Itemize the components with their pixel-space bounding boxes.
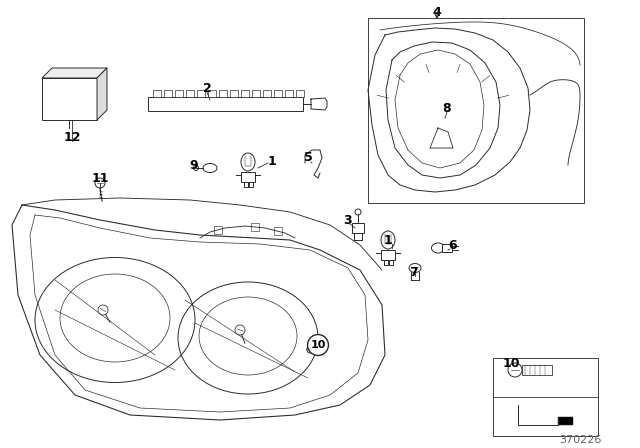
Bar bbox=[197, 90, 205, 97]
Text: 1: 1 bbox=[268, 155, 276, 168]
Bar bbox=[42, 78, 97, 120]
Text: 5: 5 bbox=[303, 151, 312, 164]
Ellipse shape bbox=[381, 231, 395, 249]
Text: 1: 1 bbox=[383, 233, 392, 246]
Bar bbox=[442, 244, 452, 252]
Ellipse shape bbox=[203, 164, 217, 172]
Bar bbox=[522, 365, 552, 375]
Bar bbox=[558, 417, 573, 425]
Text: 6: 6 bbox=[449, 238, 458, 251]
Bar bbox=[241, 90, 249, 97]
Bar bbox=[285, 90, 293, 97]
Bar bbox=[263, 90, 271, 97]
Text: 2: 2 bbox=[203, 82, 211, 95]
Bar bbox=[244, 182, 248, 187]
Bar bbox=[214, 226, 222, 234]
Polygon shape bbox=[42, 68, 107, 78]
Bar bbox=[274, 227, 282, 235]
Bar bbox=[186, 90, 194, 97]
Text: 12: 12 bbox=[63, 130, 81, 143]
Circle shape bbox=[307, 347, 313, 353]
Text: 370226: 370226 bbox=[559, 435, 601, 445]
Text: 8: 8 bbox=[443, 102, 451, 115]
Bar bbox=[274, 90, 282, 97]
Bar bbox=[251, 223, 259, 231]
Bar bbox=[164, 90, 172, 97]
Bar bbox=[352, 223, 364, 233]
Bar bbox=[175, 90, 183, 97]
Text: 4: 4 bbox=[433, 5, 442, 18]
Bar bbox=[208, 90, 216, 97]
Bar bbox=[493, 358, 598, 436]
Text: 11: 11 bbox=[92, 172, 109, 185]
Circle shape bbox=[355, 209, 361, 215]
Ellipse shape bbox=[409, 263, 421, 272]
Text: 3: 3 bbox=[344, 214, 352, 227]
Bar bbox=[230, 90, 238, 97]
Ellipse shape bbox=[241, 153, 255, 171]
Circle shape bbox=[235, 325, 245, 335]
Polygon shape bbox=[368, 28, 530, 192]
Polygon shape bbox=[97, 68, 107, 120]
Text: 10: 10 bbox=[502, 357, 520, 370]
Bar bbox=[148, 97, 303, 111]
Circle shape bbox=[193, 165, 198, 171]
Polygon shape bbox=[430, 128, 453, 148]
Text: 9: 9 bbox=[189, 159, 198, 172]
Text: 7: 7 bbox=[408, 266, 417, 279]
Ellipse shape bbox=[431, 243, 445, 253]
Bar bbox=[384, 260, 388, 265]
Bar bbox=[219, 90, 227, 97]
Circle shape bbox=[508, 363, 522, 377]
Bar bbox=[153, 90, 161, 97]
Bar bbox=[389, 260, 393, 265]
Bar bbox=[381, 250, 395, 260]
Circle shape bbox=[98, 305, 108, 315]
Bar bbox=[241, 172, 255, 182]
Bar bbox=[252, 90, 260, 97]
Bar bbox=[368, 18, 584, 203]
Bar bbox=[296, 90, 304, 97]
Text: 10: 10 bbox=[310, 340, 326, 350]
Bar bbox=[249, 182, 253, 187]
Circle shape bbox=[95, 178, 105, 188]
